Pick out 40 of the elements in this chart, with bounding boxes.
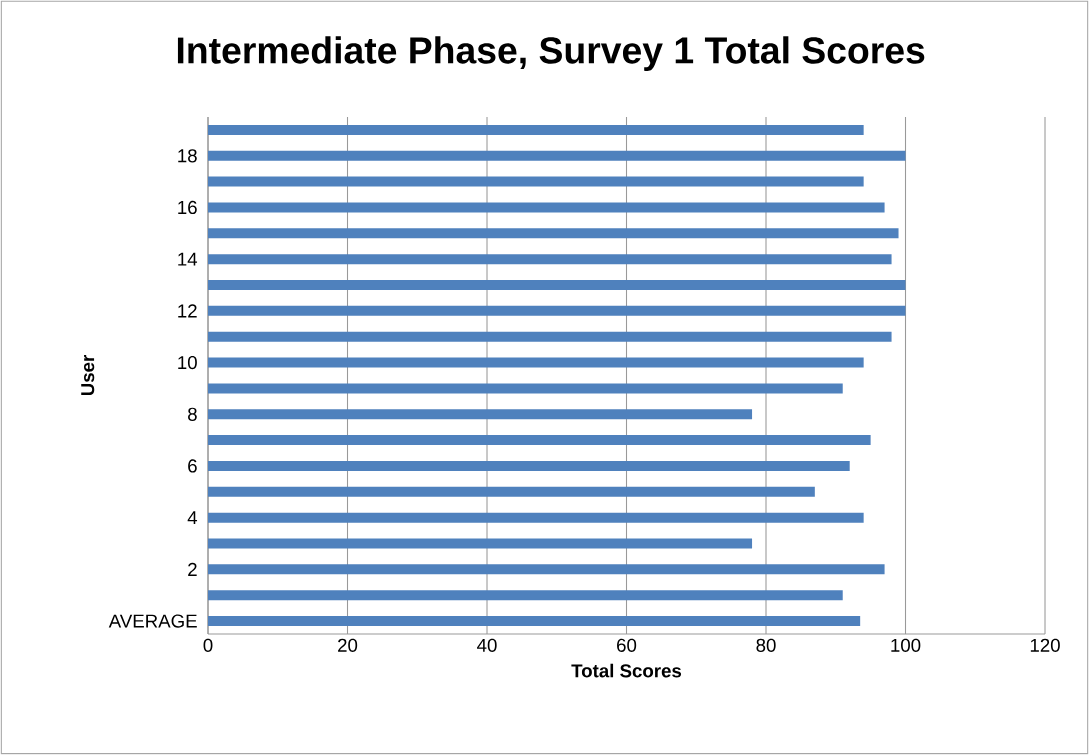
y-tick-label: 8	[188, 407, 197, 421]
bar	[208, 460, 850, 471]
bar	[208, 331, 892, 342]
x-tick-label: 0	[203, 638, 213, 652]
bar	[208, 305, 906, 316]
y-tick-label: 10	[178, 355, 197, 370]
bar	[208, 590, 843, 601]
bar	[208, 435, 871, 446]
y-tick-label: 2	[188, 562, 197, 576]
bar	[208, 383, 843, 394]
chart-title: Intermediate Phase, Survey 1 Total Scores	[177, 36, 925, 72]
bar	[208, 202, 885, 213]
bar	[208, 564, 885, 575]
bar	[208, 150, 906, 161]
bar	[208, 228, 899, 239]
x-tick-label: 100	[891, 638, 921, 652]
y-tick-label: 18	[178, 149, 197, 163]
y-tick-label: 12	[178, 304, 197, 318]
y-axis-title: User	[81, 355, 95, 396]
y-tick-label: 16	[178, 200, 197, 215]
bar	[208, 254, 892, 265]
bar	[208, 486, 815, 497]
y-tick-label: AVERAGE	[108, 614, 197, 628]
bar	[208, 616, 861, 627]
x-tick-label: 120	[1030, 638, 1060, 652]
x-tick-label: 20	[338, 638, 358, 652]
bar	[208, 357, 864, 368]
x-tick-label: 40	[477, 638, 497, 652]
y-tick-label: 14	[178, 252, 198, 266]
x-axis-title: Total Scores	[571, 663, 682, 678]
bar	[208, 280, 906, 291]
bar	[208, 538, 753, 549]
y-tick-label: 6	[188, 459, 197, 473]
x-tick-label: 80	[756, 638, 776, 652]
bar	[208, 176, 864, 187]
bar	[208, 512, 864, 523]
x-tick-label: 60	[617, 638, 637, 652]
y-tick-label: 4	[187, 511, 198, 525]
bar	[208, 124, 864, 135]
bar	[208, 409, 753, 420]
